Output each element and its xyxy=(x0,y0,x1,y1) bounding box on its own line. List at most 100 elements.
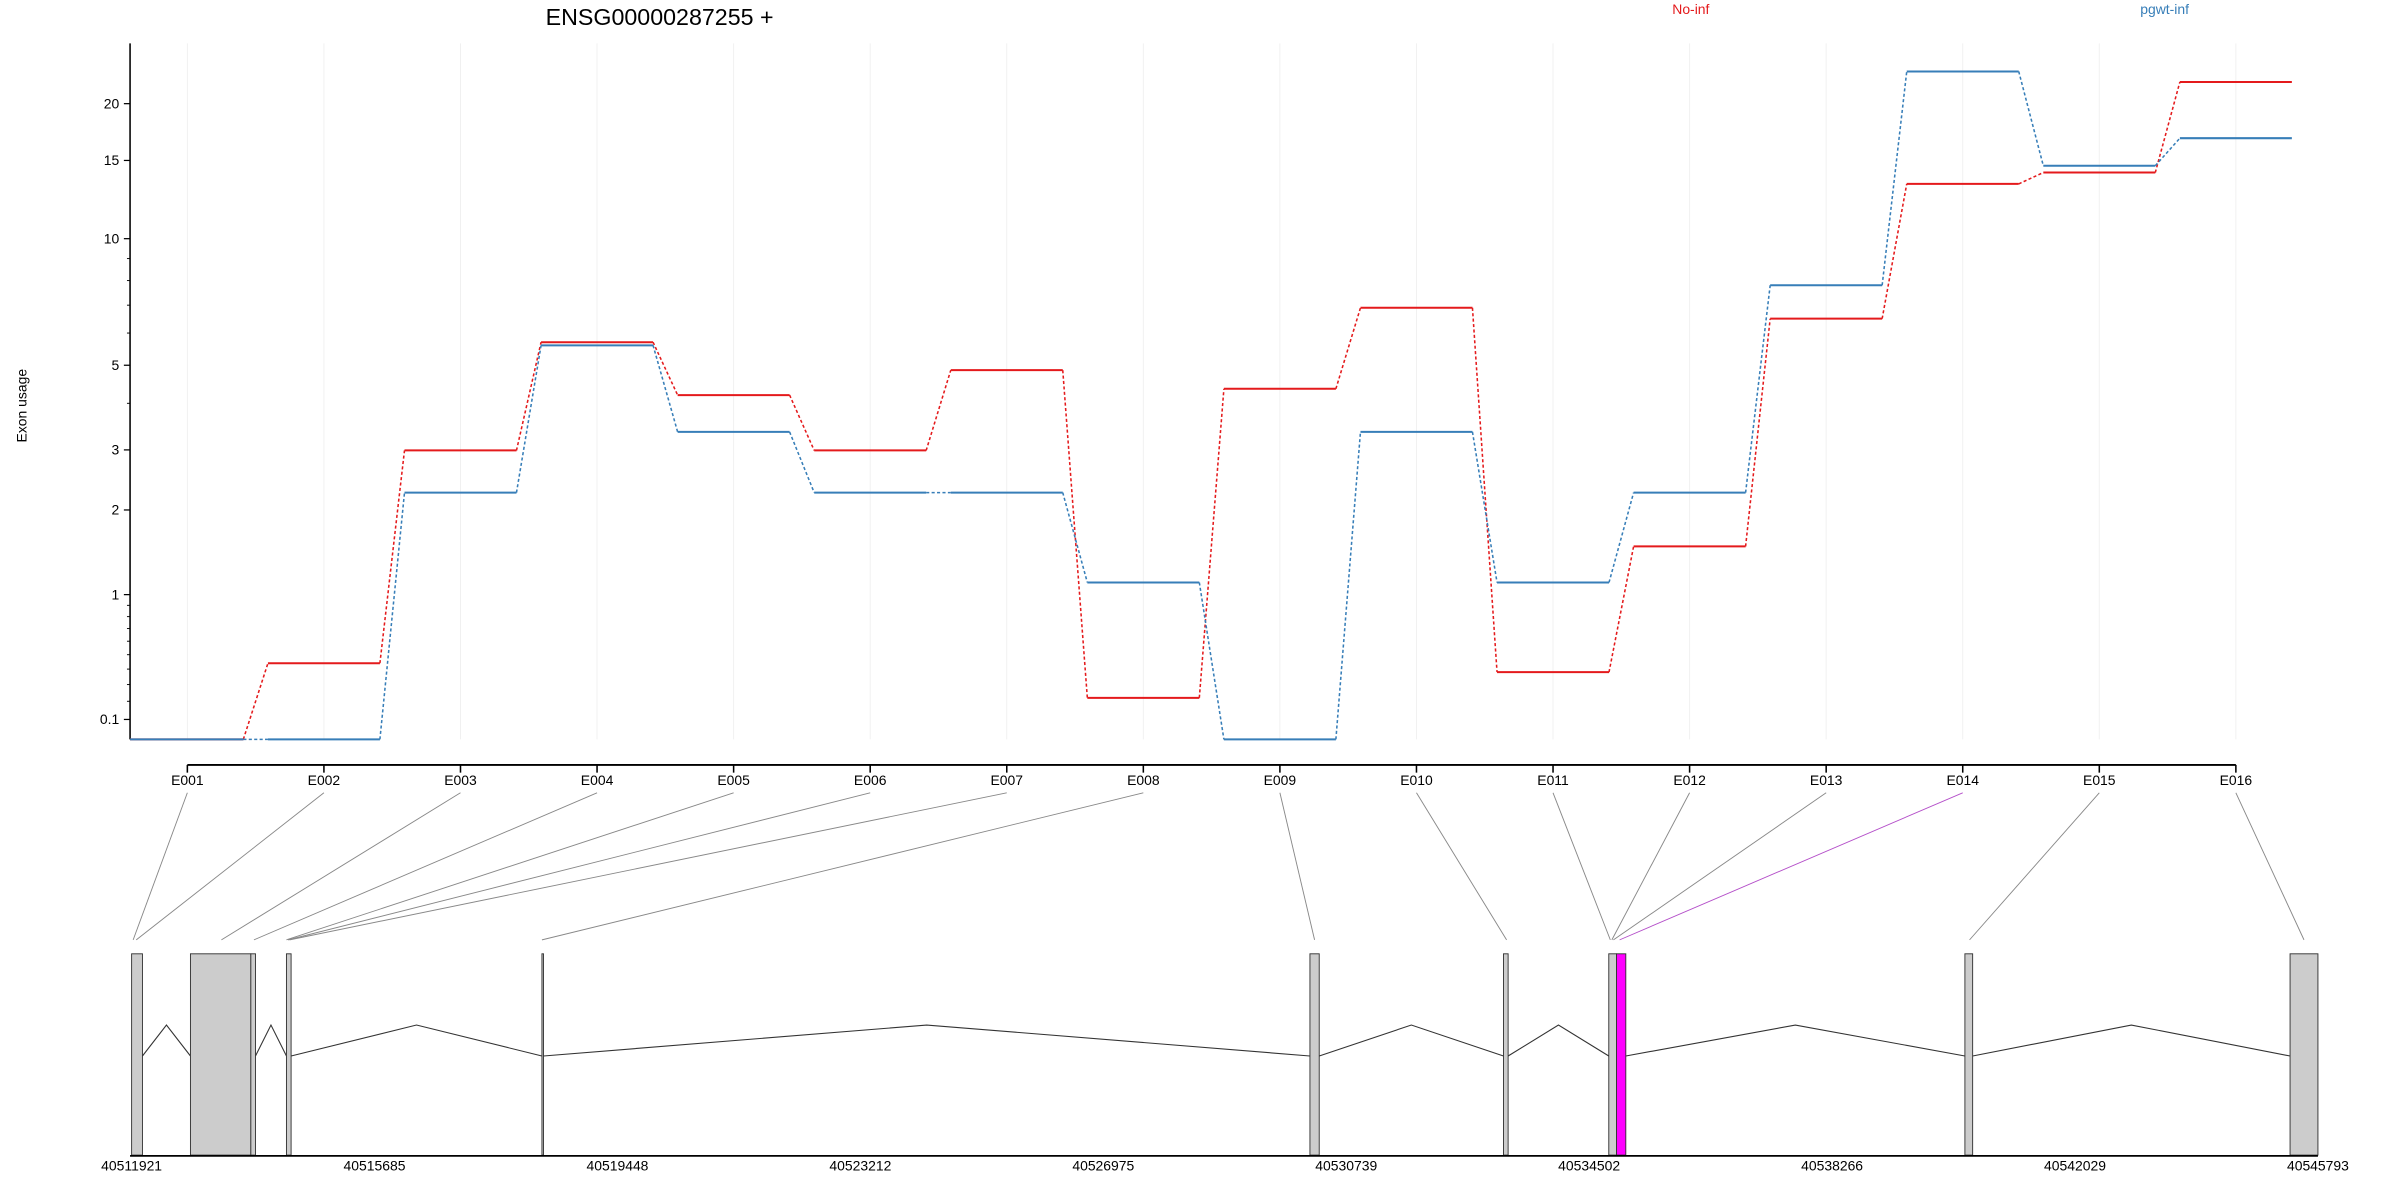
exon-link-e008 xyxy=(541,792,1144,941)
genomic-coordinate-label: 40515685 xyxy=(344,1158,406,1174)
intron xyxy=(1625,1024,1966,1057)
exon-block xyxy=(1309,953,1320,1156)
genomic-coordinate-label: 40538266 xyxy=(1801,1158,1863,1174)
x-tick-label-e011: E011 xyxy=(1537,772,1569,788)
genomic-coordinate-label: 40534502 xyxy=(1558,1158,1620,1174)
series-pgwt-inf-connector xyxy=(1608,492,1635,583)
series-pgwt-inf-connector xyxy=(1335,431,1362,740)
series-pgwt-inf-connector xyxy=(788,431,815,493)
y-tick-label: 2 xyxy=(111,502,119,518)
exon-block xyxy=(1608,953,1617,1156)
genomic-coordinate-label: 40530739 xyxy=(1315,1158,1377,1174)
exon-link-e005 xyxy=(286,792,734,941)
x-tick-label-e014: E014 xyxy=(1946,772,1979,788)
exon-block xyxy=(541,953,544,1156)
series-no-inf-connector xyxy=(1335,307,1362,390)
x-tick-label-e004: E004 xyxy=(581,772,614,788)
intron xyxy=(290,1024,543,1057)
series-pgwt-inf-connector xyxy=(1881,71,1908,286)
series-pgwt-inf-connector xyxy=(652,345,679,433)
exon-block xyxy=(1964,953,1974,1156)
y-axis-label: Exon usage xyxy=(13,369,29,443)
series-pgwt-inf-connector xyxy=(1471,431,1498,583)
exon-link-e003 xyxy=(221,792,461,941)
series-pgwt-inf-connector xyxy=(1062,492,1089,583)
x-tick-label-e006: E006 xyxy=(854,772,887,788)
y-tick-label: 10 xyxy=(104,230,120,246)
x-tick-label-e005: E005 xyxy=(717,772,750,788)
intron xyxy=(1507,1024,1610,1057)
x-tick-label-e016: E016 xyxy=(2220,772,2253,788)
series-pgwt-inf-connector xyxy=(379,492,406,740)
series-no-inf-connector xyxy=(2154,81,2181,173)
x-tick-label-e003: E003 xyxy=(444,772,477,788)
exon-block xyxy=(189,953,252,1156)
y-tick-label: 0.1 xyxy=(100,711,120,727)
x-tick-label-e010: E010 xyxy=(1400,772,1433,788)
x-tick-label-e015: E015 xyxy=(2083,772,2116,788)
exon-link-e002 xyxy=(135,792,325,941)
exon-block xyxy=(250,953,256,1156)
series-no-inf-connector xyxy=(1471,307,1498,673)
legend-no-inf: No-inf xyxy=(1672,1,1709,17)
x-tick-label-e009: E009 xyxy=(1264,772,1297,788)
series-no-inf-connector xyxy=(1881,183,1908,319)
y-tick-label: 15 xyxy=(104,152,120,168)
genomic-coordinate-label: 40526975 xyxy=(1072,1158,1134,1174)
series-no-inf-connector xyxy=(242,662,269,740)
series-no-inf-connector xyxy=(1744,318,1771,547)
series-no-inf-connector xyxy=(2018,171,2044,185)
exon-block xyxy=(1503,953,1509,1156)
intron xyxy=(254,1023,287,1057)
exon-link-e011 xyxy=(1552,792,1611,941)
exon-link-e013 xyxy=(1613,792,1827,941)
series-pgwt-inf-connector xyxy=(2154,137,2181,167)
y-tick-label: 3 xyxy=(111,442,119,458)
genomic-coordinate-label: 40523212 xyxy=(829,1158,891,1174)
series-no-inf-connector xyxy=(515,342,542,451)
series-no-inf-connector xyxy=(379,450,406,664)
chart-title: ENSG00000287255 + xyxy=(546,4,774,30)
series-pgwt-inf-connector xyxy=(515,345,542,493)
intron xyxy=(142,1024,191,1057)
intron xyxy=(1972,1024,2291,1057)
x-tick-label-e001: E001 xyxy=(171,772,204,788)
y-tick-label: 5 xyxy=(111,357,119,373)
x-tick-label-e008: E008 xyxy=(1127,772,1160,788)
exon-block xyxy=(2289,953,2319,1156)
genomic-coordinate-label: 40545793 xyxy=(2287,1158,2349,1174)
exon-link-e016 xyxy=(2235,792,2305,941)
exon-link-e001 xyxy=(132,792,188,941)
genomic-coordinate-label: 40511921 xyxy=(101,1158,162,1174)
series-pgwt-inf-connector xyxy=(1744,285,1771,493)
series-no-inf-connector xyxy=(1198,388,1225,698)
exon-block xyxy=(131,953,143,1156)
exon-link-e009 xyxy=(1279,792,1316,940)
y-tick-label: 20 xyxy=(104,95,120,111)
exon-link-e015 xyxy=(1969,792,2100,941)
x-tick-label-e013: E013 xyxy=(1810,772,1843,788)
x-tick-label-e012: E012 xyxy=(1673,772,1706,788)
exon-block xyxy=(285,953,292,1156)
exon-link-e014 xyxy=(1619,792,1963,941)
genomic-coordinate-label: 40542029 xyxy=(2044,1158,2106,1174)
intron xyxy=(543,1024,1310,1057)
exon-link-e007 xyxy=(289,792,1007,941)
x-tick-label-e007: E007 xyxy=(991,772,1024,788)
y-tick-label: 1 xyxy=(111,586,119,602)
exon-link-e004 xyxy=(253,792,598,941)
x-tick-label-e002: E002 xyxy=(308,772,341,788)
series-no-inf-connector xyxy=(1061,370,1089,698)
exon-block-highlighted xyxy=(1616,953,1627,1156)
series-no-inf-connector xyxy=(1608,546,1635,673)
series-no-inf-connector xyxy=(925,369,952,451)
series-pgwt-inf-connector xyxy=(1198,582,1225,740)
intron xyxy=(1319,1024,1504,1057)
series-pgwt-inf-connector xyxy=(2017,71,2045,166)
exon-link-e010 xyxy=(1416,792,1507,941)
series-no-inf-connector xyxy=(652,341,679,396)
genomic-coordinate-label: 40519448 xyxy=(586,1158,648,1174)
exon-link-e006 xyxy=(287,792,871,941)
exon-link-e012 xyxy=(1611,792,1691,941)
